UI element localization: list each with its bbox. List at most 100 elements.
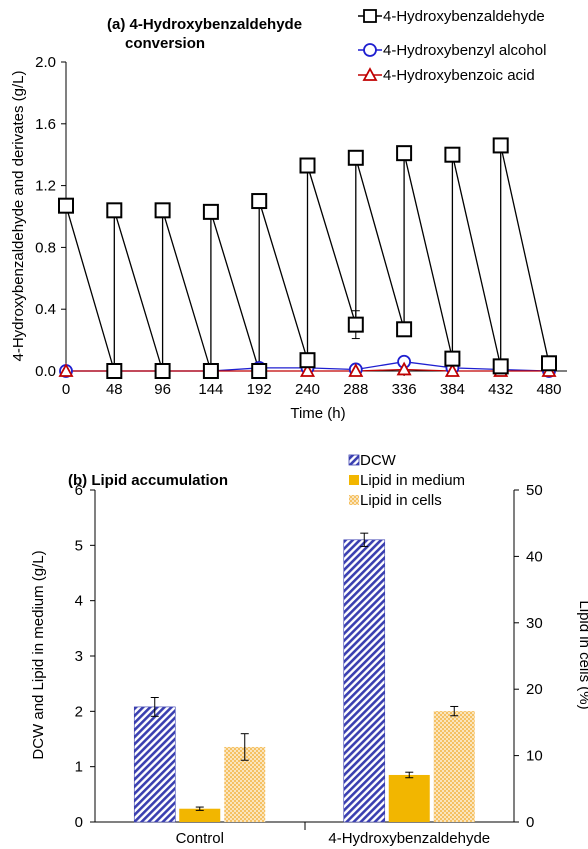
- chart-b-left-axis-label: DCW and Lipid in medium (g/L): [30, 550, 47, 759]
- left-tick-label: 3: [75, 648, 83, 665]
- left-tick-label: 5: [75, 537, 83, 554]
- chart-a-x-ticks: 0 48 96 144 192 240 288 336 384 432 480: [62, 371, 562, 398]
- legend-label: Lipid in medium: [360, 472, 465, 489]
- x-tick-label: 336: [392, 381, 417, 398]
- x-tick-label: 288: [343, 381, 368, 398]
- square-marker: [106, 202, 123, 219]
- chart-b-category-labels: Control 4-Hydroxybenzaldehyde: [176, 830, 491, 847]
- bar-2: [433, 711, 475, 822]
- chart-a-legend: 4-Hydroxybenzaldehyde 4-Hydroxybenzyl al…: [358, 8, 546, 84]
- x-tick-label: 384: [440, 381, 465, 398]
- legend-label: 4-Hydroxybenzyl alcohol: [383, 42, 546, 59]
- square-marker: [154, 363, 171, 379]
- chart-a-y-axis-label: 4-Hydroxybenzaldehyde and derivates (g/L…: [10, 70, 27, 361]
- chart-a-series-lines: [65, 145, 550, 372]
- triangle-marker: [444, 363, 460, 377]
- square-marker: [251, 363, 268, 379]
- y-tick-label: 1.2: [35, 178, 56, 195]
- square-marker: [492, 358, 509, 375]
- category-label: 4-Hydroxybenzaldehyde: [328, 830, 490, 847]
- legend-label: 4-Hydroxybenzaldehyde: [383, 8, 545, 25]
- square-marker: [202, 203, 219, 220]
- square-marker: [396, 321, 413, 338]
- right-tick-label: 10: [526, 748, 543, 765]
- chart-a-series-markers: [58, 137, 557, 379]
- chart-b-left-ticks: 0 1 2 3 4 5 6: [75, 482, 95, 831]
- x-tick-label: 240: [295, 381, 320, 398]
- y-tick-label: 0.0: [35, 363, 56, 380]
- square-marker: [154, 202, 171, 219]
- legend-entry-4-hydroxybenzaldehyde: 4-Hydroxybenzaldehyde: [358, 8, 545, 25]
- square-marker: [299, 157, 316, 174]
- legend-square-marker: [363, 9, 377, 23]
- right-tick-label: 20: [526, 681, 543, 698]
- legend-swatch: [349, 475, 359, 485]
- chart-a: 0 48 96 144 192 240 288 336 384 432 480 0.0 0.4 0.8 1…: [10, 8, 567, 422]
- square-marker: [347, 149, 364, 166]
- left-tick-label: 1: [75, 759, 83, 776]
- chart-a-title-line2: conversion: [125, 35, 205, 52]
- chart-b-legend: DCW Lipid in medium Lipid in cells: [348, 452, 465, 509]
- legend-circle-marker: [363, 43, 377, 57]
- bar-1: [179, 808, 221, 822]
- chart-b: 0 1 2 3 4 5 6 0 10 20 30 40 50 Control 4-Hydroxybenz…: [30, 452, 588, 847]
- square-marker: [444, 350, 461, 367]
- square-marker: [202, 363, 219, 379]
- chart-a-x-axis-label: Time (h): [290, 405, 345, 422]
- right-tick-label: 50: [526, 482, 543, 499]
- legend-triangle-marker: [362, 67, 378, 81]
- x-tick-label: 480: [536, 381, 561, 398]
- x-tick-label: 96: [154, 381, 171, 398]
- legend-entry-lipid-in-medium: Lipid in medium: [349, 472, 465, 489]
- chart-b-bars: [133, 532, 475, 823]
- legend-label: Lipid in cells: [360, 492, 442, 509]
- chart-a-title-line1: (a) 4-Hydroxybenzaldehyde: [107, 16, 302, 33]
- legend-entry-lipid-in-cells: Lipid in cells: [349, 492, 442, 509]
- x-tick-label: 192: [247, 381, 272, 398]
- legend-entry-4-hydroxybenzoic-acid: 4-Hydroxybenzoic acid: [358, 67, 535, 84]
- left-tick-label: 4: [75, 593, 83, 610]
- legend-entry-4-hydroxybenzyl-alcohol: 4-Hydroxybenzyl alcohol: [358, 42, 546, 59]
- left-tick-label: 0: [75, 814, 83, 831]
- bar-0: [343, 539, 386, 823]
- y-tick-label: 1.6: [35, 116, 56, 133]
- legend-swatch: [349, 495, 359, 505]
- legend-label: 4-Hydroxybenzoic acid: [383, 67, 535, 84]
- right-tick-label: 40: [526, 548, 543, 565]
- left-tick-label: 6: [75, 482, 83, 499]
- bar-0: [133, 706, 176, 823]
- legend-label: DCW: [360, 452, 397, 469]
- chart-a-axes: [65, 62, 567, 372]
- right-tick-label: 0: [526, 814, 534, 831]
- legend-entry-dcw: DCW: [348, 452, 397, 469]
- square-marker: [541, 355, 557, 372]
- x-tick-label: 144: [198, 381, 223, 398]
- square-marker: [58, 197, 74, 214]
- series-line-0: [65, 145, 550, 372]
- right-tick-label: 30: [526, 615, 543, 632]
- bar-1: [388, 774, 430, 822]
- square-marker: [444, 146, 461, 163]
- x-tick-label: 432: [488, 381, 513, 398]
- square-marker: [492, 137, 509, 154]
- x-tick-label: 0: [62, 381, 70, 398]
- chart-b-title: (b) Lipid accumulation: [68, 472, 228, 489]
- chart-b-right-ticks: 0 10 20 30 40 50: [514, 482, 543, 831]
- chart-a-y-ticks: 0.0 0.4 0.8 1.2 1.6 2.0: [35, 54, 66, 380]
- chart-b-right-axis-label: Lipid in cells (%): [576, 600, 588, 709]
- square-marker: [251, 193, 268, 210]
- y-tick-label: 0.4: [35, 301, 56, 318]
- y-tick-label: 0.8: [35, 239, 56, 256]
- triangle-marker: [348, 363, 364, 377]
- triangle-marker: [396, 361, 412, 376]
- left-tick-label: 2: [75, 703, 83, 720]
- category-label: Control: [176, 830, 224, 847]
- triangle-marker: [58, 363, 74, 377]
- square-marker: [106, 363, 123, 379]
- x-tick-label: 48: [106, 381, 123, 398]
- square-marker: [396, 145, 413, 162]
- legend-swatch: [348, 454, 360, 466]
- square-marker: [299, 352, 316, 369]
- triangle-marker: [299, 363, 316, 377]
